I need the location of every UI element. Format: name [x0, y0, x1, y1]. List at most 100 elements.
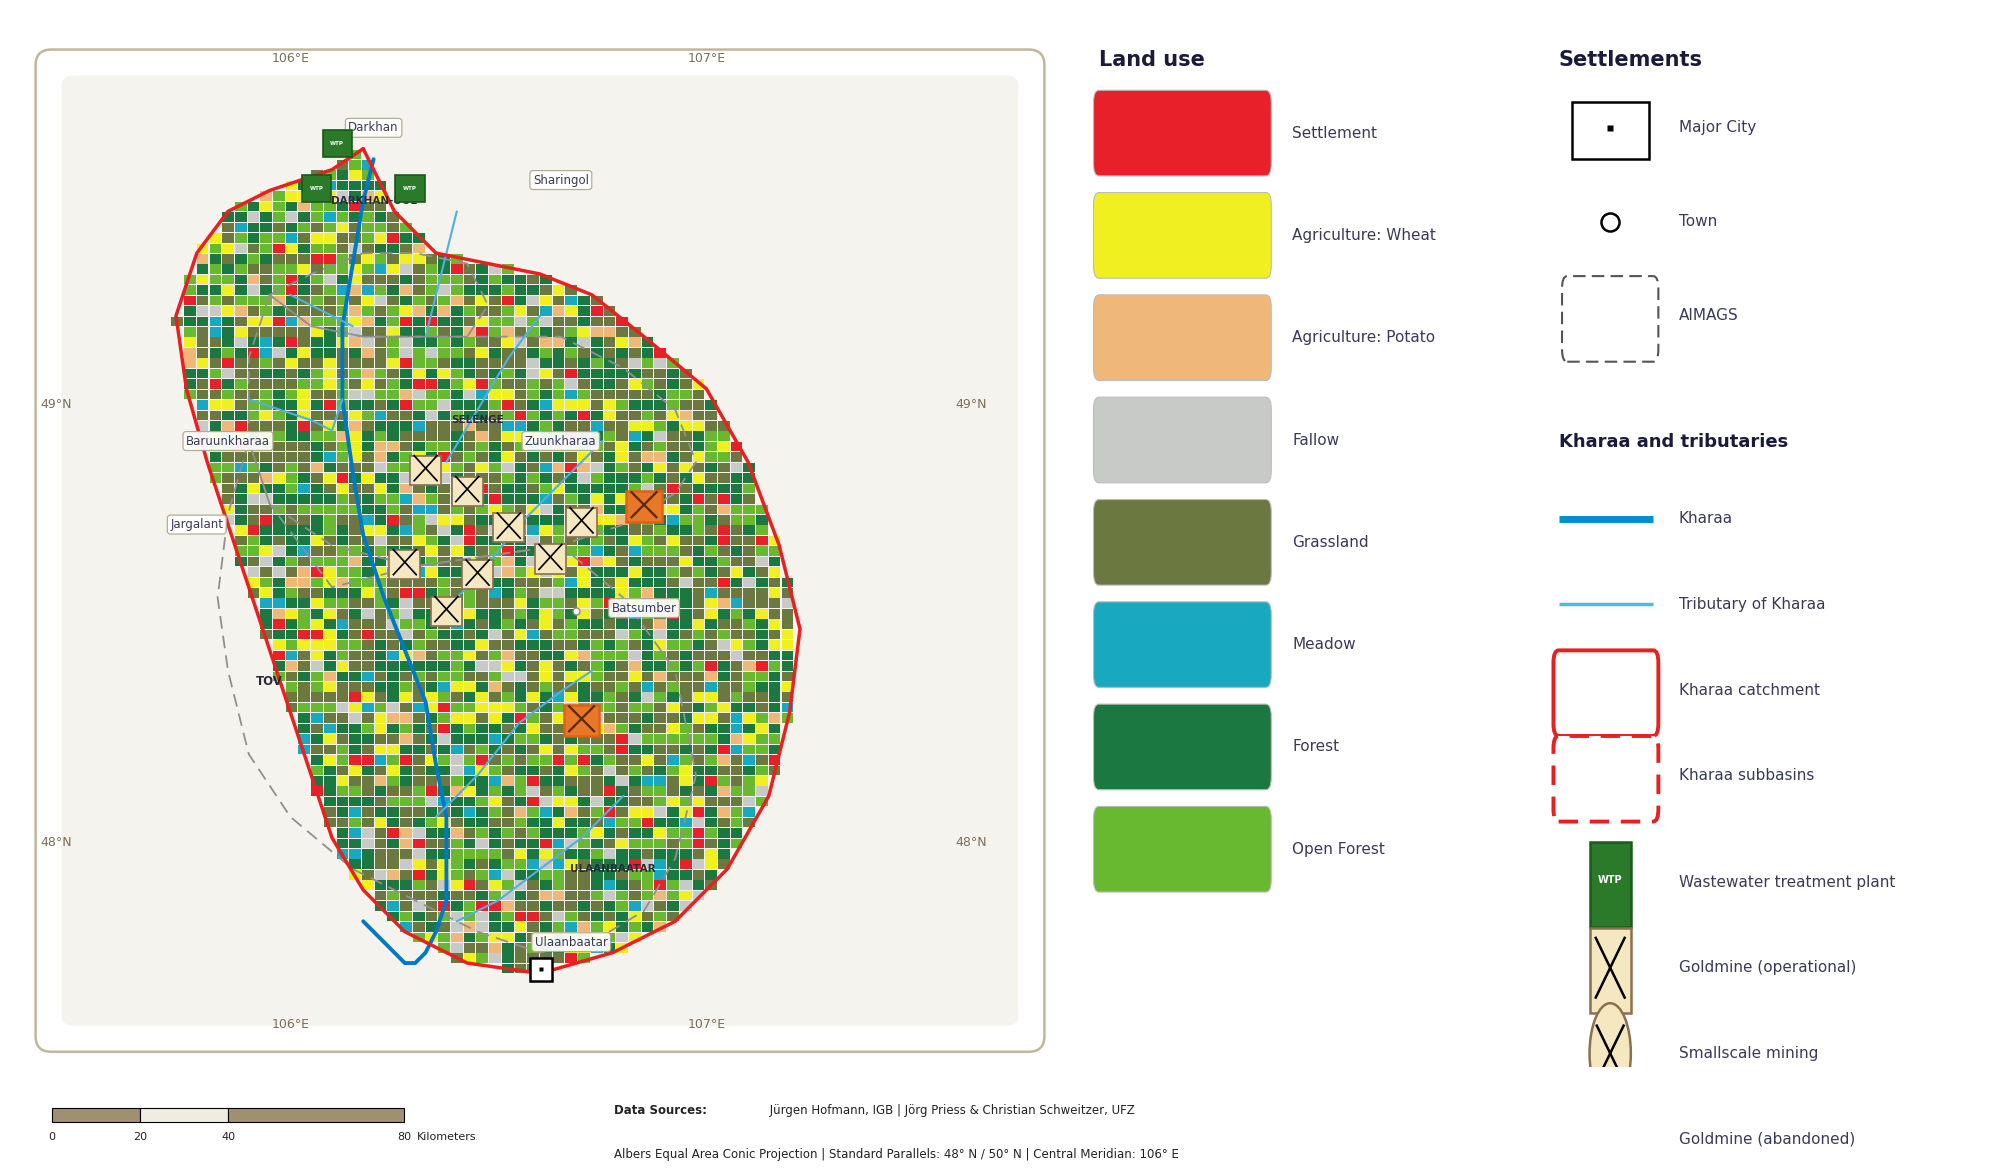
- Bar: [324, 170, 336, 179]
- Bar: [350, 264, 362, 274]
- Bar: [336, 786, 348, 796]
- Bar: [642, 411, 654, 420]
- Bar: [400, 233, 412, 243]
- Bar: [362, 285, 374, 294]
- Bar: [196, 327, 208, 337]
- Bar: [336, 651, 348, 660]
- Bar: [502, 494, 514, 503]
- Bar: [350, 870, 362, 880]
- Bar: [476, 922, 488, 931]
- Bar: [350, 442, 362, 452]
- Bar: [628, 672, 640, 682]
- Bar: [426, 890, 438, 901]
- Text: Tributary of Kharaa: Tributary of Kharaa: [1680, 597, 1826, 612]
- Bar: [718, 568, 730, 577]
- Bar: [590, 327, 602, 337]
- Bar: [642, 389, 654, 399]
- Bar: [260, 411, 272, 420]
- Bar: [616, 463, 628, 473]
- Bar: [692, 494, 704, 503]
- Bar: [274, 255, 284, 264]
- Bar: [566, 807, 578, 816]
- Bar: [680, 411, 692, 420]
- Bar: [400, 860, 412, 869]
- Bar: [604, 651, 616, 660]
- Bar: [604, 703, 616, 712]
- Bar: [654, 745, 666, 754]
- FancyBboxPatch shape: [1094, 500, 1272, 585]
- Bar: [502, 640, 514, 650]
- FancyBboxPatch shape: [1554, 735, 1658, 821]
- Bar: [362, 515, 374, 524]
- Bar: [324, 306, 336, 316]
- Bar: [400, 547, 412, 556]
- Bar: [324, 368, 336, 379]
- Bar: [502, 588, 514, 597]
- Bar: [604, 724, 616, 733]
- Bar: [578, 849, 590, 859]
- Bar: [362, 568, 374, 577]
- Bar: [336, 473, 348, 483]
- Bar: [464, 473, 476, 483]
- Bar: [438, 692, 450, 701]
- Bar: [528, 964, 538, 974]
- Bar: [642, 755, 654, 765]
- Bar: [426, 274, 438, 285]
- Bar: [274, 483, 284, 493]
- Bar: [400, 504, 412, 514]
- Bar: [438, 651, 450, 660]
- Bar: [604, 860, 616, 869]
- Bar: [312, 442, 322, 452]
- Bar: [490, 526, 500, 535]
- Bar: [730, 536, 742, 545]
- Bar: [464, 547, 476, 556]
- Bar: [222, 244, 234, 253]
- Text: WTP: WTP: [330, 141, 344, 145]
- Bar: [590, 453, 602, 462]
- Bar: [528, 504, 538, 514]
- Bar: [514, 860, 526, 869]
- Bar: [744, 504, 756, 514]
- Bar: [400, 223, 412, 232]
- Bar: [654, 389, 666, 399]
- Bar: [388, 255, 400, 264]
- Bar: [426, 911, 438, 921]
- Bar: [452, 911, 462, 921]
- Bar: [464, 368, 476, 379]
- Bar: [692, 453, 704, 462]
- Bar: [566, 839, 578, 848]
- Bar: [628, 411, 640, 420]
- Bar: [590, 651, 602, 660]
- Bar: [438, 473, 450, 483]
- Bar: [412, 274, 424, 285]
- Bar: [312, 724, 322, 733]
- Bar: [514, 839, 526, 848]
- Bar: [438, 943, 450, 952]
- Bar: [476, 504, 488, 514]
- Bar: [286, 411, 298, 420]
- Bar: [680, 796, 692, 807]
- Bar: [590, 317, 602, 326]
- Bar: [222, 255, 234, 264]
- Text: Ulaanbaatar: Ulaanbaatar: [534, 936, 608, 949]
- Bar: [490, 807, 500, 816]
- Bar: [628, 348, 640, 358]
- Bar: [452, 536, 462, 545]
- Bar: [196, 255, 208, 264]
- Bar: [426, 860, 438, 869]
- Bar: [374, 807, 386, 816]
- Bar: [362, 881, 374, 890]
- Bar: [514, 870, 526, 880]
- Bar: [502, 724, 514, 733]
- Bar: [312, 359, 322, 368]
- Bar: [388, 338, 400, 347]
- Bar: [260, 233, 272, 243]
- Bar: [680, 839, 692, 848]
- Bar: [476, 494, 488, 503]
- Bar: [730, 724, 742, 733]
- Bar: [350, 651, 362, 660]
- Bar: [336, 338, 348, 347]
- Bar: [668, 515, 678, 524]
- Bar: [426, 255, 438, 264]
- Bar: [680, 588, 692, 597]
